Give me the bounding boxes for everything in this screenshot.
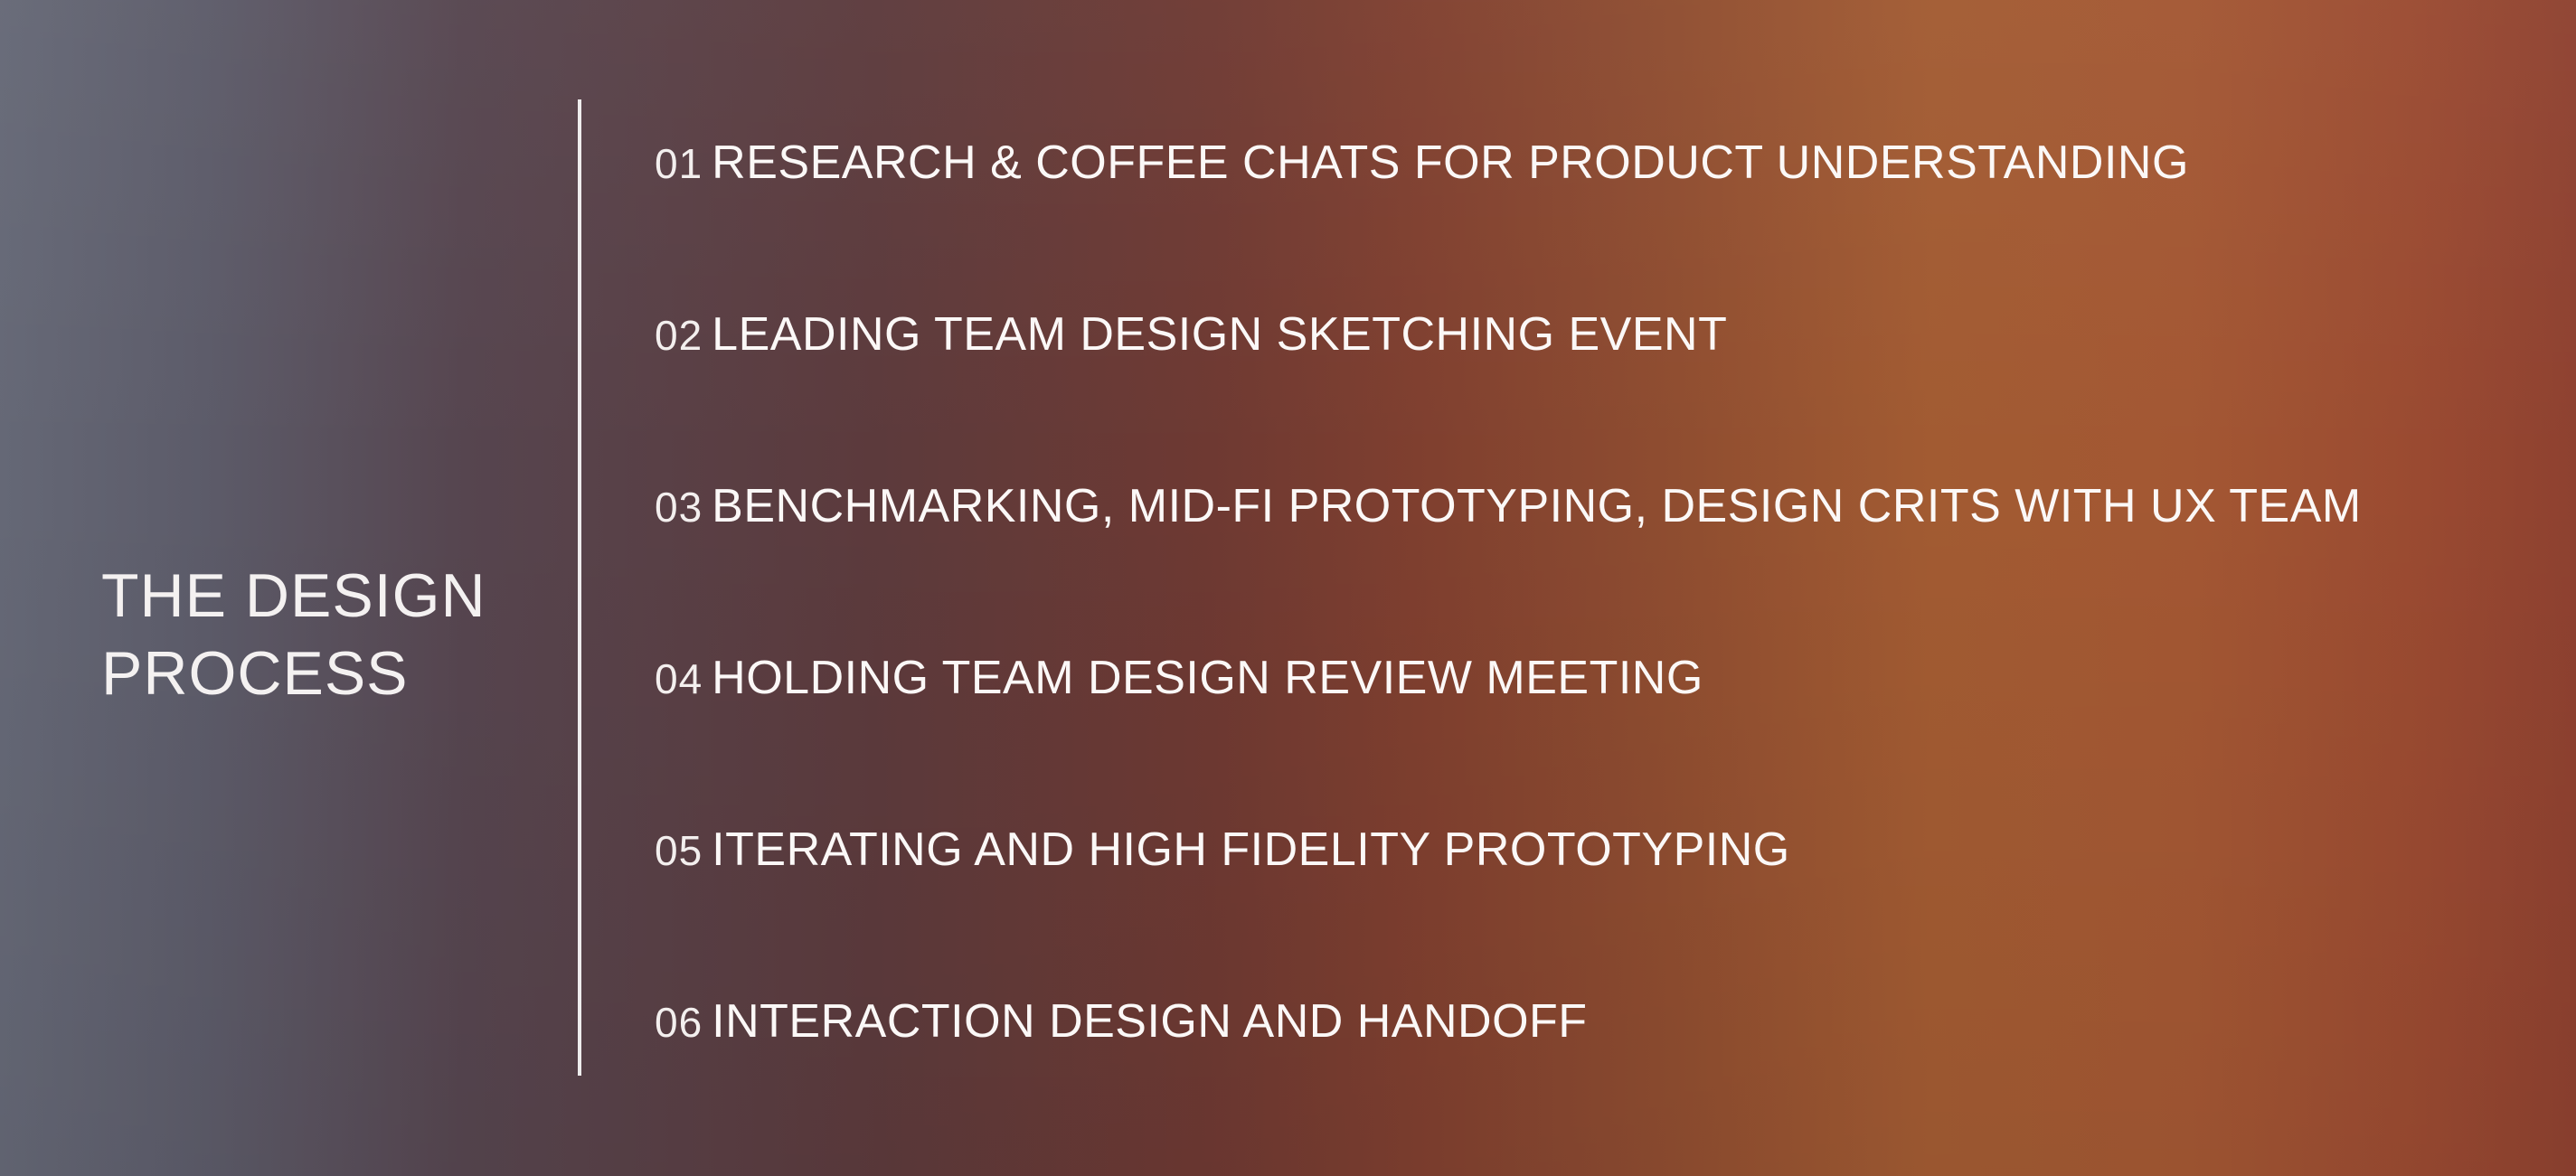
step-label: LEADING TEAM DESIGN SKETCHING EVENT	[712, 308, 1728, 361]
page-title-line-2: PROCESS	[101, 638, 409, 708]
process-step-3: 03 BENCHMARKING, MID-FI PROTOTYPING, DES…	[655, 479, 2535, 651]
vertical-divider	[578, 99, 581, 1076]
process-step-6: 06 INTERACTION DESIGN AND HANDOFF	[655, 994, 2535, 1166]
step-number: 01	[655, 140, 703, 187]
process-step-2: 02 LEADING TEAM DESIGN SKETCHING EVENT	[655, 307, 2535, 479]
process-step-5: 05 ITERATING AND HIGH FIDELITY PROTOTYPI…	[655, 823, 2535, 994]
page-title: THE DESIGN PROCESS	[101, 557, 553, 712]
step-label: ITERATING AND HIGH FIDELITY PROTOTYPING	[712, 823, 1790, 876]
step-number: 04	[655, 655, 703, 702]
page-title-line-1: THE DESIGN	[101, 560, 486, 630]
step-number: 06	[655, 999, 703, 1046]
process-steps-list: 01 RESEARCH & COFFEE CHATS FOR PRODUCT U…	[655, 136, 2535, 1166]
process-step-1: 01 RESEARCH & COFFEE CHATS FOR PRODUCT U…	[655, 136, 2535, 307]
step-label: RESEARCH & COFFEE CHATS FOR PRODUCT UNDE…	[712, 136, 2189, 189]
process-step-4: 04 HOLDING TEAM DESIGN REVIEW MEETING	[655, 651, 2535, 823]
step-number: 03	[655, 484, 703, 531]
step-label: INTERACTION DESIGN AND HANDOFF	[712, 995, 1588, 1048]
step-number: 05	[655, 827, 703, 874]
step-label: BENCHMARKING, MID-FI PROTOTYPING, DESIGN…	[712, 480, 2362, 532]
step-number: 02	[655, 312, 703, 359]
step-label: HOLDING TEAM DESIGN REVIEW MEETING	[712, 652, 1703, 704]
